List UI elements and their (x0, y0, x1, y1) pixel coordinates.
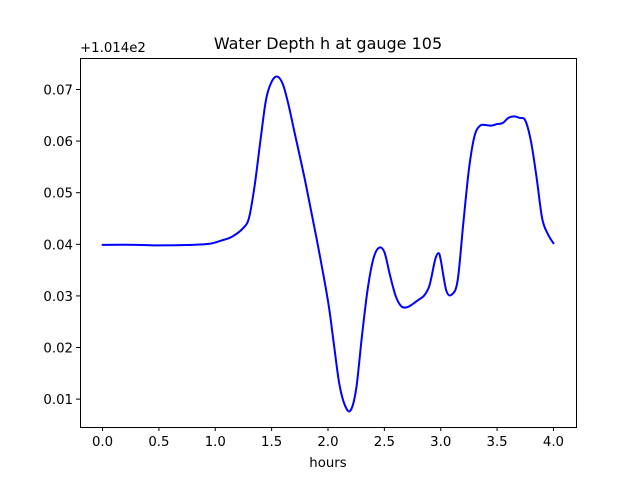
y-offset-text: +1.014e2 (80, 41, 146, 56)
y-tick-label: 0.04 (43, 238, 73, 253)
x-axis-ticks: 0.0 0.5 1.0 1.5 2.0 2.5 3.0 3.5 4.0 (92, 427, 564, 450)
x-tick-label: 3.5 (487, 435, 508, 450)
plot-area (101, 75, 555, 413)
y-axis-ticks: 0.01 0.02 0.03 0.04 0.05 0.06 0.07 (43, 83, 80, 408)
x-axis-label: hours (309, 456, 346, 471)
y-tick-label: 0.02 (43, 342, 73, 357)
x-tick-label: 2.5 (374, 435, 395, 450)
x-tick-label: 3.0 (430, 435, 451, 450)
x-tick-label: 4.0 (543, 435, 564, 450)
x-tick-label: 1.5 (261, 435, 282, 450)
series-line (101, 75, 555, 413)
y-tick-label: 0.05 (43, 187, 73, 202)
y-tick-label: 0.01 (43, 393, 73, 408)
x-tick-label: 0.0 (92, 435, 113, 450)
y-tick-label: 0.07 (43, 83, 73, 98)
axes-frame (80, 58, 577, 428)
x-tick-label: 0.5 (148, 435, 169, 450)
y-tick-label: 0.06 (43, 135, 73, 150)
chart-title: Water Depth h at gauge 105 (214, 34, 442, 53)
x-tick-label: 2.0 (317, 435, 338, 450)
x-tick-label: 1.0 (205, 435, 226, 450)
y-tick-label: 0.03 (43, 290, 73, 305)
